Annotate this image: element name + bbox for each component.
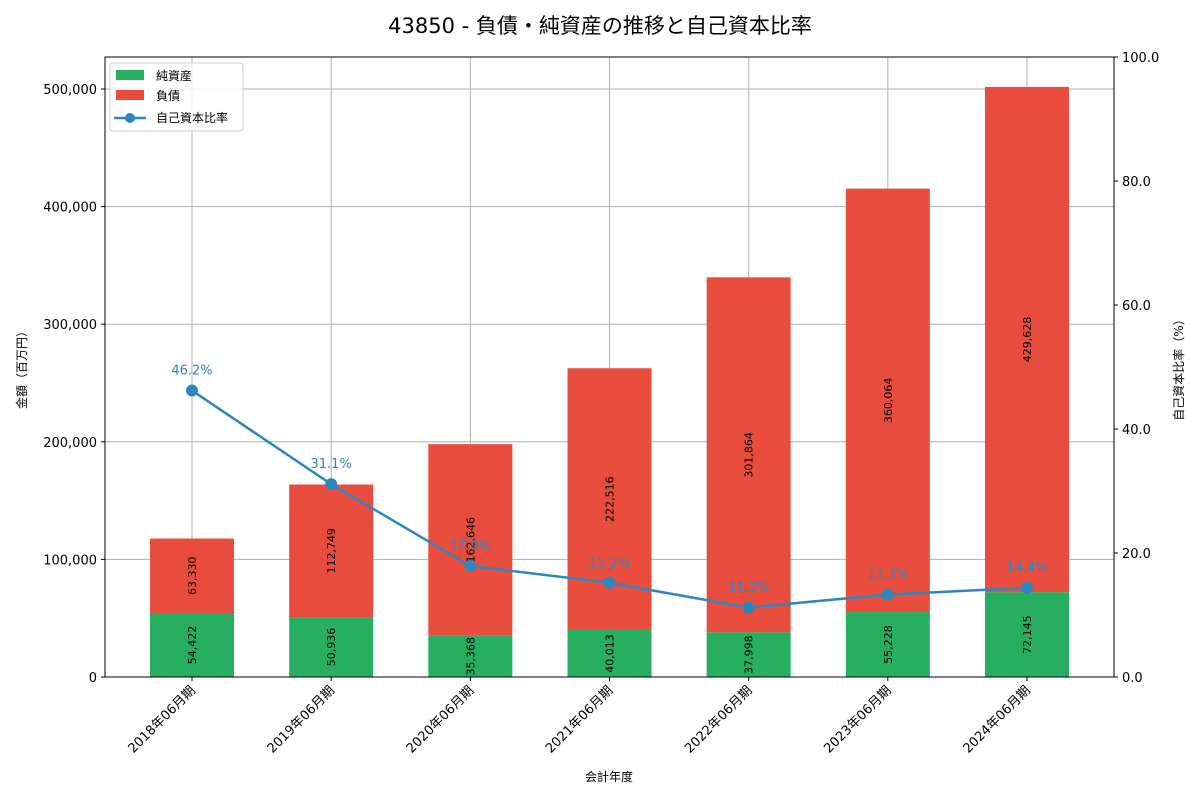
x-tick-label: 2020年06月期 [404, 683, 477, 756]
bar-value-liabilities: 222,516 [604, 476, 617, 522]
bar-value-liabilities: 112,749 [325, 528, 338, 574]
bar-value-net-assets: 72,145 [1021, 615, 1034, 654]
ratio-value-label: 13.3% [867, 568, 908, 583]
ratio-marker-icon [464, 560, 477, 573]
y-tick-label: 100,000 [43, 553, 97, 568]
bar-value-net-assets: 54,422 [186, 626, 199, 665]
x-tick-label: 2024年06月期 [961, 683, 1034, 756]
ratio-value-label: 31.1% [311, 457, 352, 472]
x-tick-label: 2023年06月期 [821, 683, 894, 756]
bar-liabilities [150, 538, 234, 613]
bar-value-liabilities: 360,064 [882, 378, 895, 424]
bar-net-assets [706, 632, 791, 677]
ratio-value-label: 17.9% [450, 539, 491, 554]
ratio-line-series: 46.2% 31.1% 17.9% 15.2% 11.2% 13.3% 14.4% [171, 364, 1048, 614]
bar-net-assets [289, 617, 374, 677]
bar-value-liabilities: 63,330 [186, 557, 199, 596]
legend-label-net-assets: 純資産 [156, 68, 192, 83]
ratio-value-label: 11.2% [728, 581, 769, 596]
legend-swatch-net-assets [116, 70, 144, 80]
legend-swatch-liabilities [116, 90, 144, 100]
right-y-axis: 0.0 20.0 40.0 60.0 80.0 100.0 [1114, 51, 1159, 686]
ratio-marker-icon [1021, 581, 1033, 594]
bar-value-net-assets: 50,936 [325, 628, 338, 667]
bar-liabilities [289, 484, 374, 618]
bar-value-net-assets: 40,013 [604, 634, 617, 673]
bar-liabilities [985, 86, 1069, 593]
x-tick-label: 2022年06月期 [682, 683, 755, 756]
legend-label-liabilities: 負債 [156, 88, 180, 103]
bar-net-assets [845, 612, 930, 677]
bar-value-liabilities: 301,864 [743, 432, 756, 478]
x-tick-label: 2019年06月期 [265, 683, 338, 756]
bar-liabilities [845, 188, 930, 613]
left-y-axis: 0 100,000 200,000 300,000 400,000 500,000 [43, 83, 105, 686]
y-tick-label: 0 [89, 671, 97, 686]
x-tick-label: 2021年06月期 [543, 683, 616, 756]
bar-value-liabilities: 162,646 [464, 517, 477, 563]
ratio-marker-icon [742, 601, 755, 614]
y2-tick-label: 20.0 [1122, 547, 1151, 562]
bar-value-liabilities: 429,628 [1021, 317, 1034, 363]
ratio-marker-icon [325, 478, 338, 491]
y2-tick-label: 40.0 [1122, 423, 1151, 438]
y-tick-label: 400,000 [43, 201, 97, 216]
legend: 純資産 負債 自己資本比率 [109, 62, 244, 132]
legend-marker-icon [125, 113, 135, 123]
y-axis-title: 金額（百万円） [14, 325, 29, 409]
ratio-value-label: 15.2% [589, 556, 630, 571]
bar-value-net-assets: 37,998 [743, 635, 756, 674]
bar-value-net-assets: 35,368 [464, 637, 477, 676]
y-tick-label: 500,000 [43, 83, 97, 98]
y2-tick-label: 100.0 [1122, 51, 1159, 66]
y2-tick-label: 0.0 [1122, 671, 1143, 686]
x-tick-label: 2018年06月期 [126, 683, 199, 756]
y2-tick-label: 60.0 [1122, 299, 1151, 314]
bar-net-assets [150, 612, 234, 677]
y-tick-label: 300,000 [43, 318, 97, 333]
y-tick-label: 200,000 [43, 436, 97, 451]
x-axis-title: 会計年度 [585, 769, 633, 784]
bar-liabilities [706, 277, 791, 633]
chart-title: 43850 - 負債・純資産の推移と自己資本比率 [388, 14, 812, 38]
bar-net-assets [567, 629, 652, 677]
y2-axis-title: 自己資本比率（%） [1171, 313, 1186, 420]
bar-value-net-assets: 55,228 [882, 625, 895, 664]
ratio-marker-icon [603, 576, 616, 589]
ratio-marker-icon [186, 384, 198, 397]
bar-value-labels: 54,422 63,330 50,936 112,749 35,368 162,646 40… [186, 317, 1034, 676]
legend-label-ratio: 自己資本比率 [156, 110, 228, 125]
ratio-value-label: 14.4% [1006, 561, 1047, 576]
bar-net-assets [985, 592, 1069, 677]
ratio-marker-icon [881, 588, 894, 601]
x-axis: 2018年06月期 2019年06月期 2020年06月期 2021年06月期 2022… [126, 677, 1034, 757]
bar-net-assets [428, 635, 513, 677]
bar-liabilities [428, 444, 513, 636]
y2-tick-label: 80.0 [1122, 175, 1151, 190]
ratio-value-label: 46.2% [171, 364, 212, 379]
